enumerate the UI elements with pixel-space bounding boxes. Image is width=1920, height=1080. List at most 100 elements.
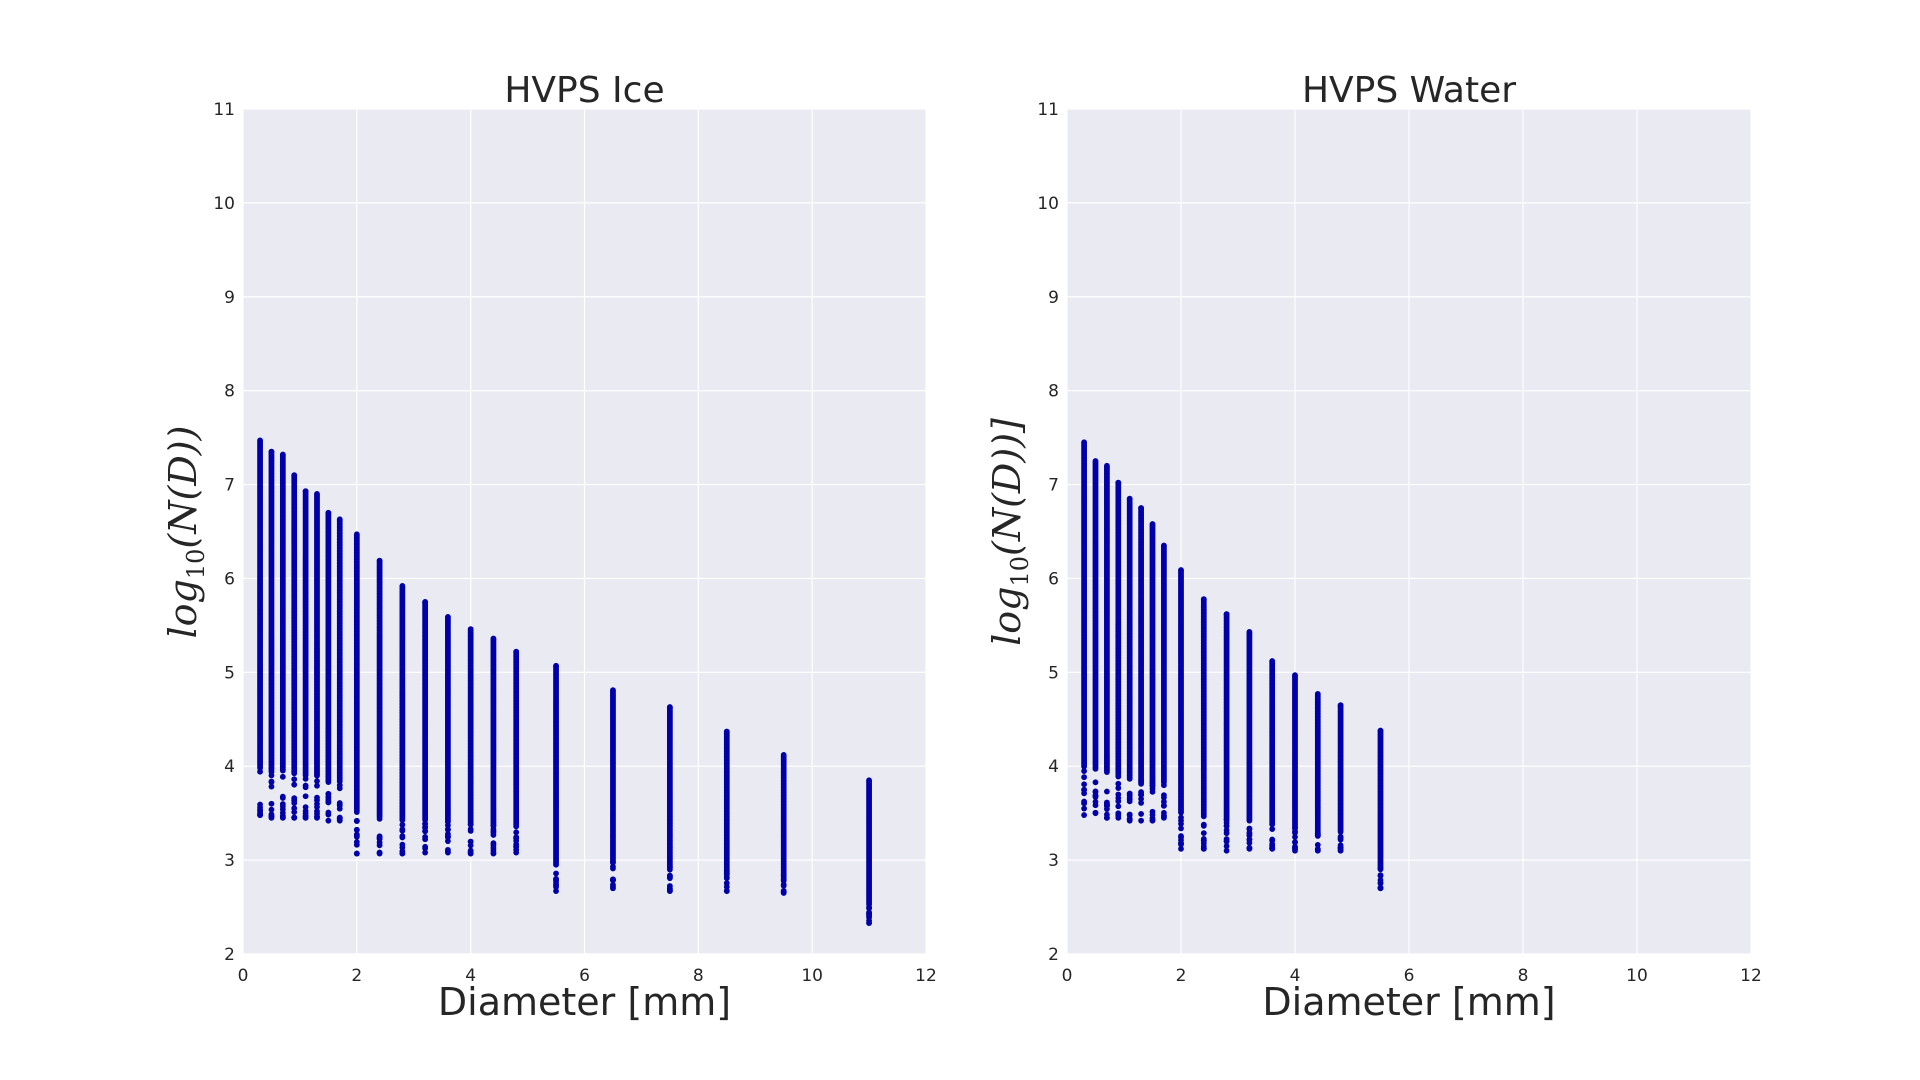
x-tick-label: 12 <box>915 966 937 986</box>
data-point <box>1115 803 1122 810</box>
data-point <box>1126 796 1133 803</box>
data-point <box>376 815 383 822</box>
data-point <box>866 904 872 911</box>
data-point <box>610 865 616 872</box>
data-point <box>257 437 263 444</box>
scatter-column <box>1149 521 1156 824</box>
scatter-column <box>445 614 451 856</box>
data-point <box>399 583 406 589</box>
data-point <box>268 783 275 790</box>
scatter-column <box>490 635 497 857</box>
scatter-column <box>353 531 360 857</box>
scatter-column <box>422 599 429 856</box>
data-point <box>1081 787 1087 793</box>
data-point <box>1138 791 1144 798</box>
scatter-column <box>1081 439 1087 818</box>
data-point <box>399 817 406 824</box>
y-tick-label: 8 <box>224 382 235 402</box>
data-point <box>325 798 332 805</box>
data-point <box>1104 814 1110 821</box>
data-point <box>1104 788 1110 795</box>
data-point <box>353 826 360 833</box>
data-point <box>1115 798 1122 805</box>
data-point <box>314 804 320 810</box>
data-point <box>376 557 383 564</box>
scatter-column <box>723 728 730 894</box>
data-point <box>336 785 343 792</box>
data-point <box>1081 774 1087 781</box>
x-tick-label: 8 <box>693 966 704 986</box>
data-point <box>314 491 320 497</box>
data-point <box>302 793 309 800</box>
data-point <box>666 704 673 710</box>
data-point <box>553 888 559 894</box>
data-point <box>279 814 286 821</box>
data-point <box>257 812 263 818</box>
data-point <box>490 850 497 857</box>
data-point <box>1081 812 1087 818</box>
data-point <box>336 805 343 812</box>
data-point <box>314 794 320 801</box>
data-point <box>399 833 406 839</box>
data-point <box>353 818 360 824</box>
data-point <box>513 835 520 842</box>
data-point <box>513 849 520 856</box>
data-point <box>422 849 429 856</box>
data-point <box>1104 803 1110 810</box>
data-point <box>1115 773 1122 780</box>
data-point <box>336 516 343 523</box>
data-point <box>445 822 451 829</box>
y-tick-label: 3 <box>224 851 235 871</box>
y-tick-label: 6 <box>224 569 235 589</box>
data-point <box>325 809 332 816</box>
scatter-column <box>257 437 263 818</box>
data-point <box>291 472 298 479</box>
data-point <box>866 920 872 926</box>
data-point <box>268 800 275 807</box>
data-point <box>314 778 320 785</box>
y-tick-label: 10 <box>213 194 235 214</box>
data-point <box>866 909 872 916</box>
data-point <box>325 509 332 516</box>
data-point <box>422 599 429 605</box>
data-point <box>291 776 298 783</box>
data-point <box>553 881 559 888</box>
data-point <box>1081 800 1087 807</box>
data-point <box>325 817 332 824</box>
data-point <box>513 829 520 836</box>
data-point <box>399 826 406 833</box>
data-point <box>325 791 332 798</box>
data-point <box>1138 779 1144 786</box>
data-point <box>610 876 616 883</box>
data-point <box>353 850 360 857</box>
data-point <box>1115 780 1122 787</box>
scatter-column <box>1126 495 1133 824</box>
data-point <box>268 814 275 821</box>
data-point <box>553 870 559 877</box>
data-point <box>1081 768 1087 775</box>
data-point <box>1138 799 1144 806</box>
x-tick-label: 6 <box>579 966 590 986</box>
data-point <box>302 775 309 782</box>
chart-title: HVPS Ice <box>504 70 664 111</box>
x-axis-label: Diameter [mm] <box>438 980 731 1024</box>
y-axis-label: log10(N(D)) <box>161 426 210 639</box>
data-point <box>445 831 451 837</box>
data-point <box>1092 458 1099 464</box>
y-tick-label: 2 <box>224 945 235 965</box>
data-point <box>1126 790 1133 797</box>
data-point <box>279 801 286 807</box>
data-point <box>376 842 383 849</box>
data-point <box>1092 798 1099 805</box>
data-point <box>553 876 559 883</box>
x-tick-label: 4 <box>465 966 476 986</box>
y-tick-label: 5 <box>224 663 235 683</box>
data-point <box>1092 779 1099 786</box>
data-point <box>1126 495 1133 502</box>
data-point <box>279 809 286 816</box>
data-point <box>780 752 787 758</box>
data-point <box>490 840 497 847</box>
data-point <box>467 626 474 633</box>
data-point <box>302 488 309 495</box>
